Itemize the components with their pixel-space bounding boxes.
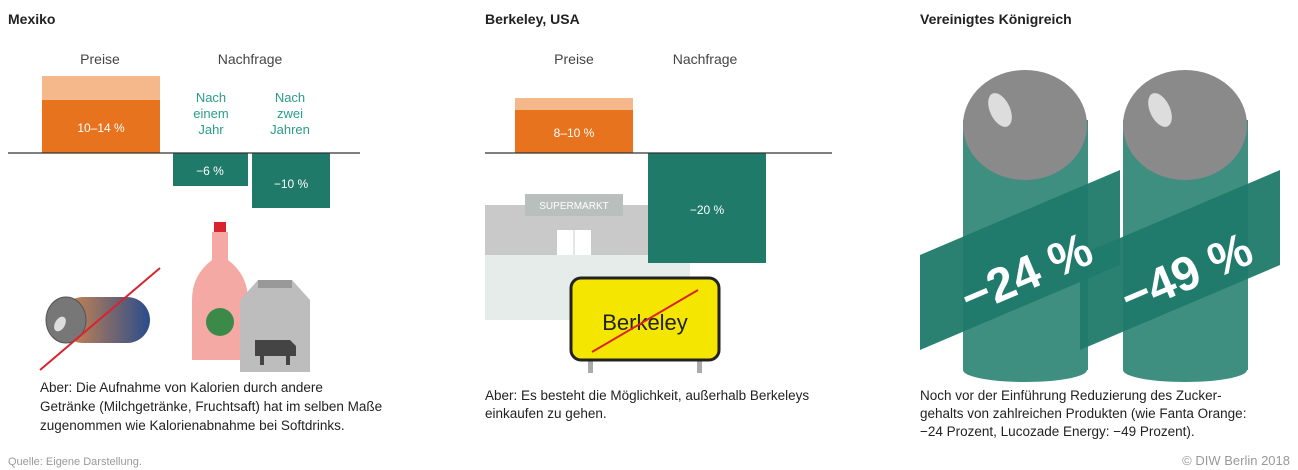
demand-bar [252,153,330,208]
can-bottom [963,358,1087,382]
panel-mexiko: Mexiko Preise Nachfrage 10–14 % Nach ein… [8,11,382,433]
supermarket-sign [525,194,623,216]
carton-top [258,280,292,288]
price-label: 8–10 % [554,126,595,140]
panel-title: Berkeley, USA [485,11,580,27]
copyright: © DIW Berlin 2018 [1182,453,1290,468]
demand-sublabel: zwei [277,106,303,121]
price-heading: Preise [554,51,594,67]
price-heading: Preise [80,51,120,67]
sign-post [588,355,593,373]
price-bar [42,100,160,153]
strike-line [591,289,699,353]
label-band [1080,170,1280,350]
demand-label: −6 % [196,164,224,178]
demand-heading: Nachfrage [218,51,283,67]
price-bar-range [515,98,633,111]
price-bar-range [42,76,160,101]
caption: gehalts von zahlreichen Produkten (wie F… [920,406,1246,421]
can-top [1123,70,1247,180]
can-top [963,70,1087,180]
demand-bar [648,153,766,263]
demand-sublabel: Jahren [270,122,310,137]
caption: Aber: Es besteht die Möglichkeit, außerh… [485,388,809,403]
can-bottom [1123,358,1247,382]
apple-icon [206,308,234,336]
can-tab [988,93,1012,127]
panel-uk: Vereinigtes Königreich −24 % −49 % Noch … [920,11,1280,439]
panel-title: Vereinigtes Königreich [920,11,1072,27]
bottle-icon [192,232,248,360]
can-tab [1148,93,1172,127]
demand-label: −10 % [274,177,309,191]
demand-sublabel: einem [193,106,228,121]
demand-sublabel: Nach [196,90,226,105]
source: Quelle: Eigene Darstellung. [8,456,142,468]
can-top [45,296,87,344]
bottle-cap [214,222,226,232]
demand-sublabel: Nach [275,90,305,105]
town-sign-text: Berkeley [602,310,688,335]
panel-berkeley: Berkeley, USA Preise Nachfrage SUPERMARK… [485,11,832,421]
caption: einkaufen zu gehen. [485,406,607,421]
carton-icon [240,280,310,372]
cow-icon [255,340,296,365]
can-tab [54,316,66,332]
demand-bar [173,153,248,186]
sign-post [697,355,702,373]
caption: zugenommen wie Kalorienabnahme bei Softd… [40,418,345,433]
caption: Aber: Die Aufnahme von Kalorien durch an… [40,380,323,395]
label-band [920,170,1120,350]
panel-title: Mexiko [8,11,55,27]
caption: −24 Prozent, Lucozade Energy: −49 Prozen… [920,424,1195,439]
demand-sublabel: Jahr [198,122,224,137]
demand-label: −20 % [690,203,725,217]
price-label: 10–14 % [77,121,125,135]
supermarket-text: SUPERMARKT [539,201,608,212]
price-bar [515,110,633,153]
caption: Noch vor der Einführung Reduzierung des … [920,388,1222,403]
demand-heading: Nachfrage [673,51,738,67]
caption: Getränke (Milchgetränke, Fruchtsaft) hat… [40,399,382,414]
strike-line [39,267,161,371]
